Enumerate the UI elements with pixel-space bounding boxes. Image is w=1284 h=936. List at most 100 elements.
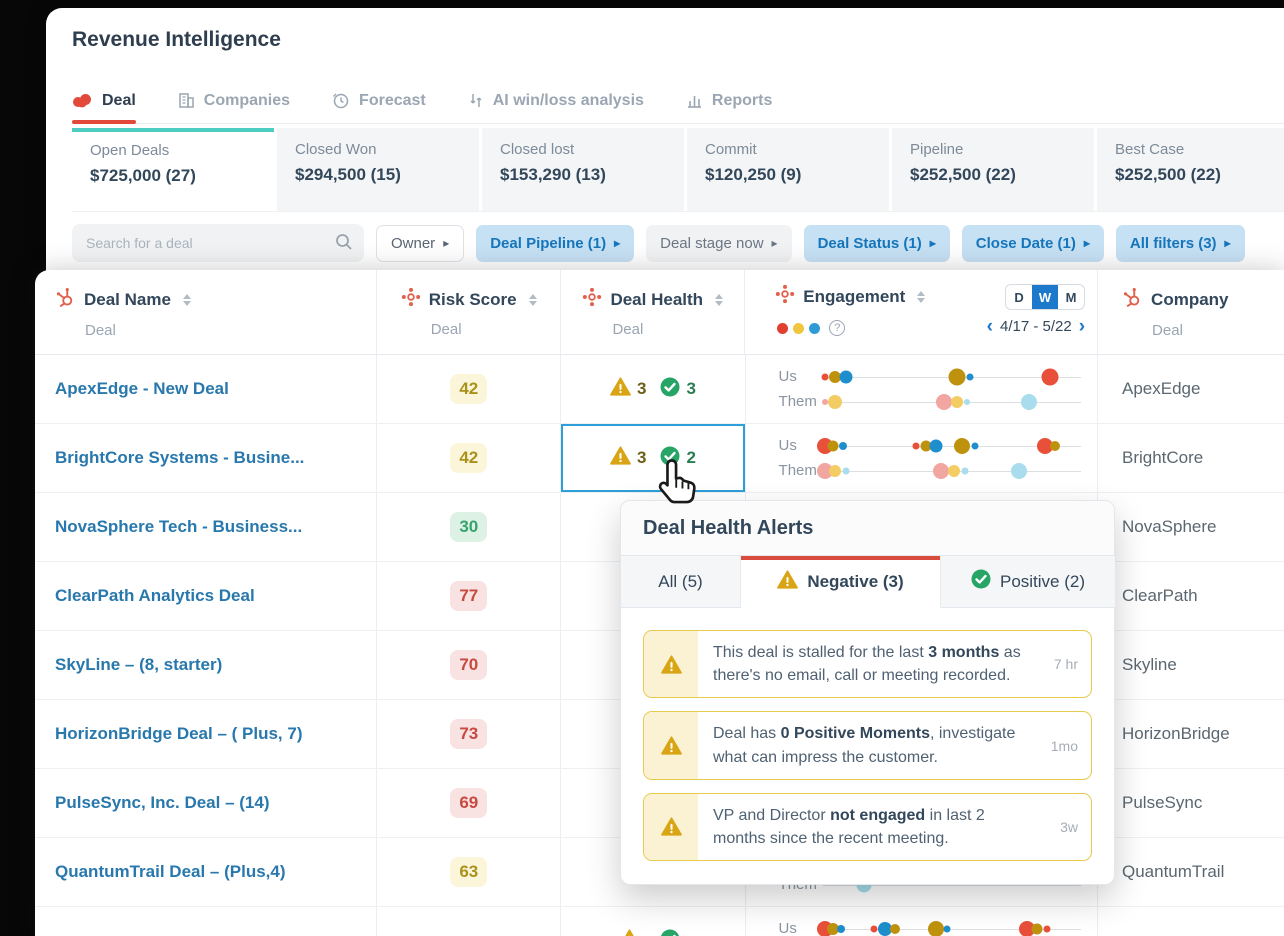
search-input[interactable]	[72, 224, 364, 262]
engagement-dot	[828, 394, 843, 409]
popup-tab-negative-3-[interactable]: Negative (3)	[741, 556, 941, 608]
summary-label: Open Deals	[90, 142, 170, 159]
column-subtitle: Deal	[1152, 322, 1183, 339]
summary-card-closed-lost[interactable]: Closed lost $153,290 (13)	[482, 128, 684, 211]
engagement-icon	[775, 284, 795, 309]
hubspot-icon	[1122, 287, 1143, 313]
chevron-left-icon[interactable]: ‹	[986, 315, 993, 337]
tab-label: Forecast	[359, 91, 426, 109]
risk-score-badge: 70	[450, 650, 488, 680]
sort-arrows[interactable]	[182, 294, 191, 306]
risk-score-cell: 42	[377, 355, 562, 423]
tab-ai-win-loss-analysis[interactable]: AI win/loss analysis	[468, 78, 644, 123]
summary-card-open-deals[interactable]: Open Deals $725,000 (27)	[72, 128, 274, 211]
engagement-dot	[920, 440, 932, 451]
filter-deal-status-1-[interactable]: Deal Status (1) ▸	[803, 224, 950, 262]
filter-close-date-1-[interactable]: Close Date (1) ▸	[961, 224, 1104, 262]
deal-name-link[interactable]: QuantumTrail Deal – (Plus,4)	[55, 862, 286, 881]
nav-tabs: Deal Companies Forecast AI win/loss analysi…	[72, 78, 1284, 124]
engagement-dot	[1036, 437, 1053, 454]
sort-arrows[interactable]	[528, 293, 537, 306]
tab-deal[interactable]: Deal	[72, 78, 136, 124]
filter-label: Owner	[391, 234, 436, 252]
alert-card: VP and Director not engaged in last 2 mo…	[643, 792, 1092, 862]
toggle-w[interactable]: W	[1032, 285, 1059, 309]
filter-deal-stage-now[interactable]: Deal stage now ▸	[646, 224, 792, 262]
engagement-dot	[1043, 925, 1051, 932]
engagement-dot	[1021, 393, 1038, 410]
engagement-dot	[817, 462, 834, 479]
summary-card-best-case[interactable]: Best Case $252,500 (22)	[1097, 128, 1284, 211]
summary-label: Best Case	[1115, 141, 1185, 158]
reports-icon	[686, 93, 703, 109]
summary-value: $725,000 (27)	[90, 166, 196, 185]
help-icon[interactable]: ?	[829, 320, 846, 336]
column-header-company[interactable]: Company Deal	[1098, 270, 1284, 354]
caret-right-icon: ▸	[443, 236, 450, 250]
engagement-dot	[966, 373, 974, 380]
summary-label: Closed lost	[500, 141, 575, 158]
column-header-risk-score[interactable]: Risk Score Deal	[377, 270, 562, 354]
engagement-timeline	[817, 920, 1082, 936]
popup-tab-all-5-[interactable]: All (5)	[621, 556, 741, 608]
alert-message: VP and Director not engaged in last 2 mo…	[713, 806, 985, 847]
engagement-timeline	[817, 437, 1082, 455]
deal-name-cell: SkyLine – (8, starter)	[35, 631, 378, 699]
tab-companies[interactable]: Companies	[178, 78, 290, 123]
engagement-dot	[1010, 462, 1027, 479]
toggle-d[interactable]: D	[1014, 289, 1024, 305]
summary-card-closed-won[interactable]: Closed Won $294,500 (15)	[277, 128, 479, 211]
negative-count: 3	[636, 448, 647, 467]
filter-owner[interactable]: Owner ▸	[376, 224, 465, 262]
filter-label: Deal Pipeline (1)	[490, 234, 607, 252]
warning-icon	[610, 446, 631, 470]
deal-name-link[interactable]: NovaSphere Tech - Business...	[55, 517, 303, 536]
filter-all-filters-3-[interactable]: All filters (3) ▸	[1115, 224, 1245, 262]
warning-icon	[610, 377, 631, 401]
deal-health-cell[interactable]	[561, 907, 746, 936]
sort-arrows[interactable]	[917, 290, 926, 303]
column-subtitle: Deal	[612, 321, 644, 338]
company-cell: ClearPath	[1122, 586, 1198, 605]
tab-reports[interactable]: Reports	[686, 78, 772, 123]
deal-name-cell: HorizonBridge Deal – ( Plus, 7)	[35, 700, 378, 768]
popup-tab-positive-2-[interactable]: Positive (2)	[941, 556, 1115, 608]
engagement-dot	[943, 925, 951, 932]
engagement-side-label: Them	[778, 393, 817, 410]
engagement-dot	[839, 441, 848, 450]
risk-score-cell: 70	[377, 631, 562, 699]
filter-deal-pipeline-1-[interactable]: Deal Pipeline (1) ▸	[476, 224, 635, 262]
legend-dot-red	[777, 322, 789, 334]
engagement-sort[interactable]: Engagement	[775, 284, 926, 309]
sort-arrows[interactable]	[715, 293, 724, 306]
summary-card-pipeline[interactable]: Pipeline $252,500 (22)	[892, 128, 1094, 211]
tab-forecast[interactable]: Forecast	[332, 78, 426, 123]
deal-name-link[interactable]: ApexEdge - New Deal	[55, 379, 229, 398]
legend-dot-blue	[809, 322, 821, 334]
deal-name-link[interactable]: SkyLine – (8, starter)	[55, 655, 223, 674]
popup-tab-label: Negative (3)	[807, 571, 904, 591]
positive-count: 2	[686, 448, 696, 467]
column-header-deal-name[interactable]: Deal Name Deal	[35, 270, 378, 354]
deal-name-link[interactable]: ClearPath Analytics Deal	[55, 586, 255, 605]
engagement-timeline	[817, 462, 1082, 480]
toggle-m[interactable]: M	[1065, 289, 1077, 305]
deal-name-cell	[35, 907, 378, 936]
risk-score-badge: 42	[450, 374, 488, 404]
deal-name-cell: BrightCore Systems - Busine...	[35, 424, 378, 492]
engagement-dot	[954, 437, 971, 454]
deal-name-link[interactable]: BrightCore Systems - Busine...	[55, 448, 305, 467]
chevron-right-icon[interactable]: ›	[1078, 315, 1086, 337]
tab-label: Companies	[203, 91, 291, 109]
summary-card-commit[interactable]: Commit $120,250 (9)	[687, 128, 889, 211]
risk-score-badge: 73	[450, 719, 488, 749]
column-title: Risk Score	[428, 289, 517, 309]
column-header-deal-health[interactable]: Deal Health Deal	[561, 270, 746, 354]
engagement-dot	[948, 464, 961, 477]
deal-name-link[interactable]: HorizonBridge Deal – ( Plus, 7)	[55, 724, 303, 743]
deal-name-link[interactable]: PulseSync, Inc. Deal – (14)	[55, 793, 270, 812]
deal-name-cell: QuantumTrail Deal – (Plus,4)	[35, 838, 378, 906]
